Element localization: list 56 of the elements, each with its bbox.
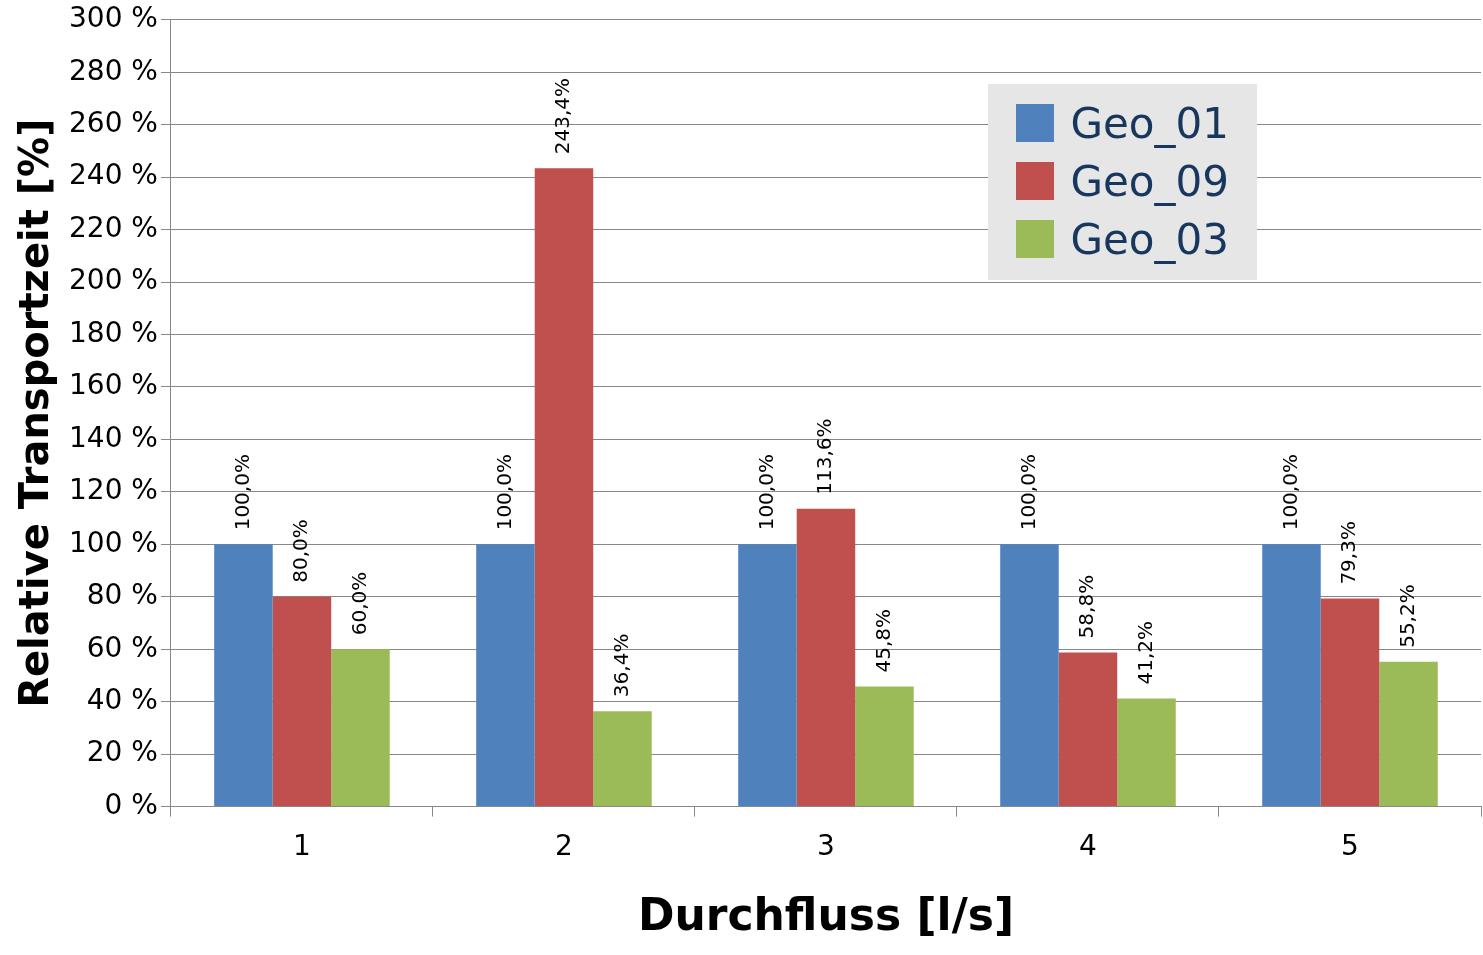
legend-label: Geo_09 <box>1070 156 1229 206</box>
data-label: 60,0% <box>346 571 371 636</box>
bar <box>738 544 797 807</box>
legend-label: Geo_01 <box>1070 98 1229 148</box>
data-label: 80,0% <box>288 519 313 583</box>
y-tick-label: 100 % <box>69 525 158 559</box>
y-tick-label: 300 % <box>69 1 158 35</box>
y-tick-label: 20 % <box>86 735 158 769</box>
data-label: 55,2% <box>1394 584 1419 648</box>
x-tick-label: 4 <box>1079 828 1097 862</box>
data-label: 45,8% <box>870 608 895 673</box>
x-axis-title: Durchfluss [l/s] <box>637 889 1015 941</box>
x-tick-label: 1 <box>293 828 311 862</box>
data-label: 100,0% <box>491 454 516 531</box>
bar <box>855 686 914 807</box>
y-tick-label: 280 % <box>69 53 158 87</box>
y-tick-label: 160 % <box>69 368 158 402</box>
data-label: 113,6% <box>812 418 837 495</box>
bar <box>1262 544 1321 807</box>
y-tick-label: 60 % <box>86 630 158 664</box>
y-tick-label: 240 % <box>69 158 158 192</box>
bar <box>1058 652 1118 807</box>
legend-label: Geo_03 <box>1070 214 1229 264</box>
data-label: 100,0% <box>1277 454 1302 531</box>
bar <box>1320 598 1380 807</box>
data-label: 100,0% <box>753 454 778 531</box>
data-label: 100,0% <box>1015 454 1040 531</box>
y-axis-title: Relative Transportzeit [%] <box>11 118 58 708</box>
data-label: 100,0% <box>229 454 254 531</box>
data-label: 243,4% <box>550 77 575 155</box>
bar <box>593 711 652 807</box>
bar <box>214 544 273 807</box>
bar <box>1379 661 1438 807</box>
bar <box>1000 544 1059 807</box>
data-label: 58,8% <box>1074 574 1099 639</box>
y-tick-label: 200 % <box>69 263 158 297</box>
y-tick-label: 260 % <box>69 105 158 139</box>
x-tick-label: 5 <box>1341 828 1359 862</box>
y-tick-label: 180 % <box>69 315 158 349</box>
y-tick-label: 140 % <box>69 420 158 454</box>
y-tick-label: 220 % <box>69 210 158 244</box>
bar <box>796 508 856 807</box>
data-label: 79,3% <box>1336 521 1361 585</box>
bar <box>1117 698 1176 807</box>
data-label: 36,4% <box>608 633 633 698</box>
bar <box>534 168 594 807</box>
bar <box>476 544 535 807</box>
data-label: 41,2% <box>1132 621 1157 685</box>
y-tick-label: 80 % <box>86 578 158 612</box>
bar <box>272 596 332 807</box>
bar <box>331 649 390 807</box>
y-tick-label: 0 % <box>104 787 158 821</box>
x-tick-label: 3 <box>817 828 835 862</box>
y-tick-label: 120 % <box>69 473 158 507</box>
x-tick-label: 2 <box>555 828 573 862</box>
y-tick-label: 40 % <box>86 682 158 716</box>
